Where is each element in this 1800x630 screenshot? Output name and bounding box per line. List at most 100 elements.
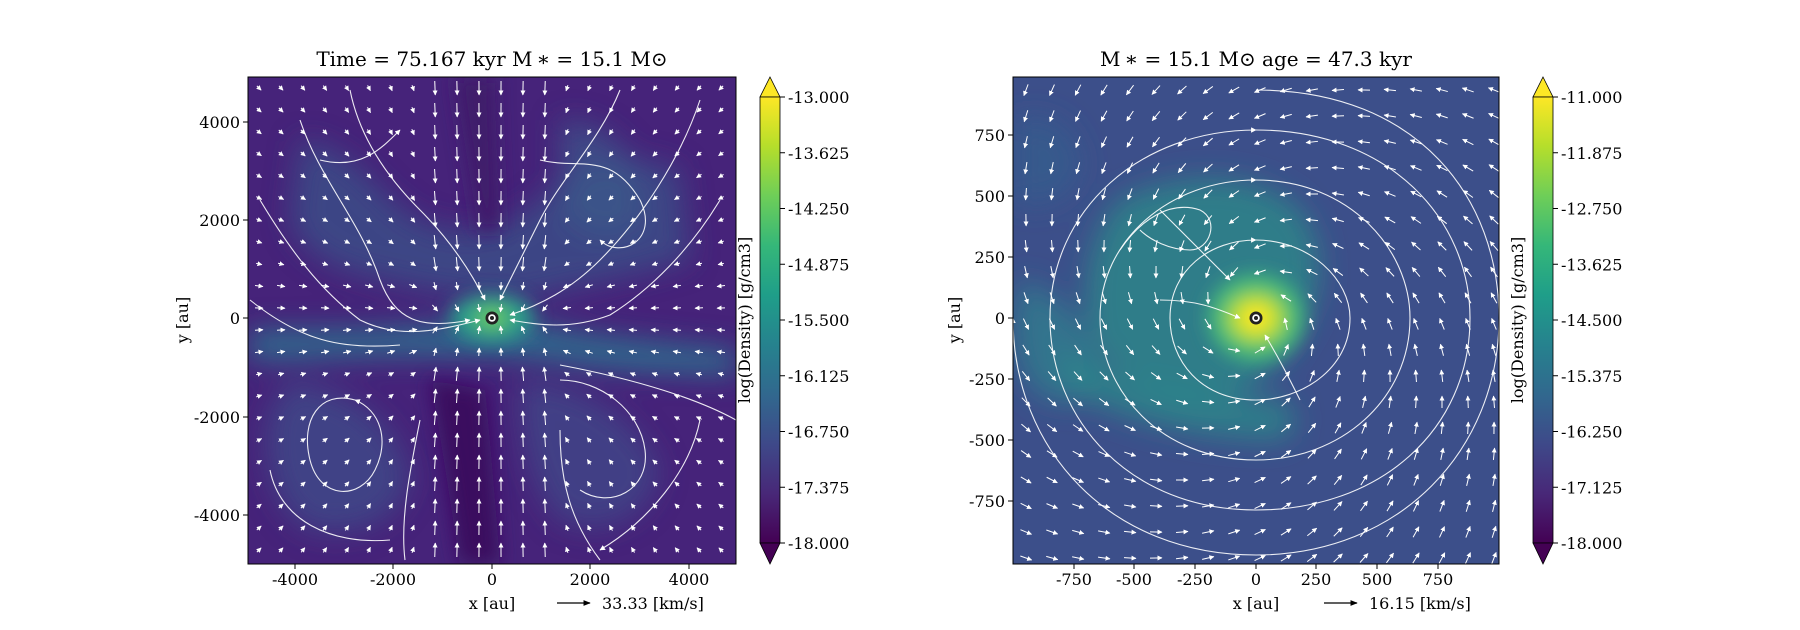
velocity-arrow-right [1153, 214, 1159, 227]
velocity-arrow-left [630, 481, 636, 487]
velocity-arrow-left [520, 212, 526, 228]
velocity-arrow-right [1307, 527, 1318, 537]
velocity-arrow-right [1384, 216, 1396, 224]
velocity-arrow-left [565, 129, 570, 136]
velocity-arrow-left [432, 102, 438, 118]
velocity-arrow-left [454, 410, 460, 426]
velocity-arrow-right [1436, 215, 1448, 225]
x-tick-label-left: 2000 [570, 570, 611, 589]
velocity-arrow-right [1491, 369, 1497, 382]
velocity-arrow-right [1254, 165, 1266, 171]
x-tick-left: -2000 [370, 564, 416, 589]
colorbar-tick-label-left: -14.875 [788, 255, 849, 274]
velocity-arrow-left [542, 454, 548, 470]
velocity-arrow-left [674, 173, 680, 179]
velocity-arrow-left [476, 325, 482, 335]
velocity-arrow-right [1254, 139, 1266, 145]
colorbar-tick-label-right: -15.375 [1561, 367, 1622, 386]
velocity-arrow-left [651, 372, 658, 377]
velocity-arrow-left [717, 394, 725, 399]
velocity-arrow-right [1149, 503, 1163, 509]
velocity-arrow-right [1438, 292, 1446, 304]
colorbar-tick-label-left: -15.500 [788, 311, 849, 330]
velocity-arrow-right [1306, 268, 1318, 276]
velocity-arrow-left [322, 503, 328, 509]
velocity-arrow-right [1387, 343, 1393, 356]
velocity-arrow-left [562, 305, 572, 311]
velocity-arrow-left [673, 239, 680, 244]
density-map-left [248, 77, 736, 564]
colorbar-tick-label-right: -12.750 [1561, 200, 1622, 219]
velocity-arrow-right [1048, 318, 1056, 330]
velocity-arrow-left [300, 416, 307, 421]
velocity-arrow-right [1228, 138, 1240, 146]
velocity-arrow-left [695, 438, 702, 443]
velocity-arrow-right [1331, 217, 1344, 223]
velocity-arrow-left [409, 349, 418, 355]
velocity-arrow-left [432, 476, 438, 492]
velocity-arrow-left [630, 525, 636, 531]
velocity-arrow-right [1046, 476, 1058, 484]
velocity-arrow-left [432, 304, 438, 312]
velocity-arrow-left [365, 283, 374, 289]
velocity-arrow-left [607, 372, 614, 377]
velocity-arrow-right [1465, 473, 1471, 486]
velocity-arrow-left [410, 239, 416, 245]
velocity-arrow-left [366, 393, 372, 399]
velocity-arrow-right [1335, 317, 1341, 330]
velocity-arrow-left [608, 437, 614, 443]
velocity-arrow-left [410, 173, 415, 180]
velocity-arrow-left [520, 304, 526, 313]
velocity-arrow-right [1228, 399, 1241, 405]
velocity-arrow-right [1333, 292, 1343, 304]
velocity-arrow-left [718, 129, 724, 135]
velocity-arrow-right [1202, 529, 1215, 535]
velocity-arrow-left [652, 503, 658, 509]
velocity-arrow-left [454, 347, 460, 357]
x-axis-label-right: x [au] [1233, 594, 1279, 613]
velocity-arrow-left [256, 525, 262, 531]
velocity-arrow-right [1098, 529, 1111, 535]
velocity-arrow-right [1151, 85, 1161, 95]
velocity-arrow-right [1204, 318, 1212, 330]
velocity-arrow-right [1279, 269, 1293, 275]
velocity-arrow-right [1098, 477, 1111, 483]
velocity-arrow-right [1228, 112, 1240, 120]
x-tick-right: -750 [1056, 564, 1092, 589]
velocity-arrow-right [1229, 241, 1239, 251]
velocity-arrow-left [609, 546, 614, 553]
velocity-arrow-right [1049, 292, 1055, 305]
velocity-arrow-right [1150, 372, 1162, 380]
velocity-arrow-right [1150, 451, 1163, 457]
velocity-arrow-right [1253, 243, 1266, 249]
velocity-arrow-right [1464, 266, 1472, 278]
velocity-arrow-right [1465, 421, 1471, 435]
velocity-arrow-left [717, 195, 724, 200]
velocity-arrow-left [388, 393, 394, 399]
velocity-arrow-right [1228, 425, 1241, 431]
panel-left-title: Time = 75.167 kyr M ∗ = 15.1 M⊙ [316, 47, 667, 71]
velocity-arrow-left [278, 151, 284, 157]
velocity-arrow-left [256, 129, 262, 135]
velocity-arrow-left [386, 327, 396, 333]
x-tick-right: 750 [1423, 564, 1453, 589]
velocity-arrow-left [388, 151, 393, 157]
velocity-arrow-right [1435, 139, 1448, 145]
velocity-arrow-right [1253, 217, 1266, 223]
velocity-arrow-left [387, 349, 396, 355]
velocity-arrow-left [696, 503, 702, 509]
velocity-arrow-left [608, 481, 614, 487]
velocity-arrow-left [629, 239, 636, 244]
velocity-arrow-left [695, 394, 702, 399]
velocity-arrow-left [542, 102, 548, 118]
velocity-arrow-right [1175, 451, 1189, 457]
velocity-arrow-right [1361, 343, 1367, 357]
velocity-arrow-left [717, 261, 725, 267]
velocity-arrow-right [1023, 110, 1029, 123]
velocity-arrow-right [1461, 113, 1474, 119]
velocity-arrow-right [1074, 84, 1082, 96]
velocity-arrow-right [1049, 84, 1055, 96]
velocity-arrow-left [674, 107, 680, 113]
velocity-arrow-right [1305, 217, 1319, 223]
y-tick-label-right: 500 [974, 187, 1005, 206]
